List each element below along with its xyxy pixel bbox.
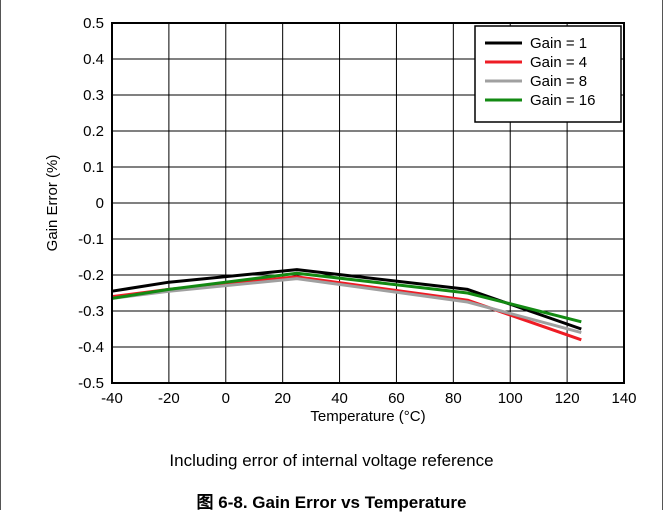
y-tick-label: 0.5 — [83, 15, 104, 32]
y-tick-label: -0.5 — [78, 375, 104, 392]
x-tick-label: 20 — [274, 390, 291, 407]
y-tick-label: -0.1 — [78, 231, 104, 248]
x-axis-title: Temperature (°C) — [310, 408, 425, 425]
x-tick-labels: -40 -20 0 20 40 60 80 100 120 140 — [101, 390, 636, 407]
x-tick-label: 120 — [555, 390, 580, 407]
x-tick-label: 0 — [222, 390, 230, 407]
x-tick-label: 80 — [445, 390, 462, 407]
x-tick-label: 40 — [331, 390, 348, 407]
x-tick-label: 60 — [388, 390, 405, 407]
x-tick-label: 140 — [611, 390, 636, 407]
y-tick-label: 0 — [96, 195, 104, 212]
y-tick-label: 0.2 — [83, 123, 104, 140]
series-layer — [112, 270, 581, 340]
legend-label: Gain = 8 — [530, 73, 587, 90]
caption-note: Including error of internal voltage refe… — [0, 451, 663, 471]
y-tick-label: 0.3 — [83, 87, 104, 104]
x-tick-label: 100 — [498, 390, 523, 407]
y-axis-title: Gain Error (%) — [44, 155, 61, 252]
legend-label: Gain = 4 — [530, 54, 587, 71]
y-tick-label: 0.1 — [83, 159, 104, 176]
y-tick-label: 0.4 — [83, 51, 104, 68]
y-tick-label: -0.4 — [78, 339, 104, 356]
y-tick-label: -0.3 — [78, 303, 104, 320]
chart-svg: -40 -20 0 20 40 60 80 100 120 140 0.5 0.4 0.3 0.2 0.1… — [0, 0, 663, 450]
y-tick-labels: 0.5 0.4 0.3 0.2 0.1 0 -0.1 -0.2 -0.3 -0.4 -0.5 — [78, 15, 104, 392]
y-tick-label: -0.2 — [78, 267, 104, 284]
legend-label: Gain = 16 — [530, 92, 595, 109]
x-tick-label: -40 — [101, 390, 123, 407]
x-tick-label: -20 — [158, 390, 180, 407]
figure-title: 图 6-8. Gain Error vs Temperature — [0, 488, 663, 513]
legend-label: Gain = 1 — [530, 35, 587, 52]
legend: Gain = 1 Gain = 4 Gain = 8 Gain = 16 — [475, 26, 621, 122]
